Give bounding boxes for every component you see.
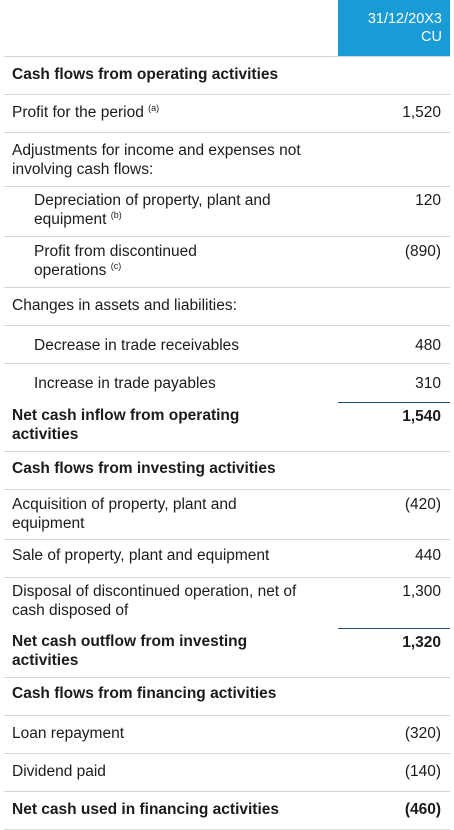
row-label: Profit for the period [12,104,144,121]
table-row: Sale of property, plant and equipment 44… [4,540,450,578]
period-column-header: 31/12/20X3 CU [338,0,450,56]
row-label: Profit from discontinued operations [34,243,197,279]
table-row: Increase in trade payables 310 [4,364,450,402]
subtotal-investing: Net cash outflow from investing activiti… [4,628,450,678]
row-value: 310 [415,375,441,392]
table-row: Profit for the period (a) 1,520 [4,95,450,133]
section-heading-investing: Cash flows from investing activities [4,452,450,490]
row-label: Disposal of discontinued operation, net … [12,583,297,619]
section-heading-operating: Cash flows from operating activities [4,57,450,95]
row-value: (420) [404,496,441,513]
row-label: Changes in assets and liabilities: [12,297,237,314]
row-label: Cash flows from operating activities [12,66,279,83]
subheading-changes: Changes in assets and liabilities: [4,288,450,326]
subheading-adjustments: Adjustments for income and expenses not … [4,133,450,187]
row-value: (320) [404,725,441,742]
row-label: Cash flows from investing activities [12,460,276,477]
row-value: 1,540 [338,402,450,451]
row-value: 1,300 [402,583,441,600]
table-header: 31/12/20X3 CU [4,0,450,57]
row-label: Loan repayment [12,725,125,742]
row-label: Cash flows from financing activities [12,685,277,702]
table-row: Profit from discontinued operations (c) … [4,237,450,288]
table-row: Disposal of discontinued operation, net … [4,578,450,628]
row-value [338,684,450,715]
row-label: Increase in trade payables [34,375,216,392]
section-heading-financing: Cash flows from financing activities [4,678,450,716]
row-label: Depreciation of property, plant and equi… [34,192,271,228]
row-label: Dividend paid [12,763,106,780]
row-value: 1,520 [402,104,441,121]
footnote-ref: (c) [110,261,122,271]
row-value: (460) [404,801,441,818]
period-label: 31/12/20X3 [367,11,442,27]
row-label: Decrease in trade receivables [34,337,240,354]
row-label: Adjustments for income and expenses not … [12,142,301,178]
row-value [338,65,450,94]
header-spacer [4,0,338,56]
table-row: Acquisition of property, plant and equip… [4,490,450,540]
row-value: (140) [404,763,441,780]
row-label: Net cash outflow from investing activiti… [12,633,248,669]
row-value: (890) [404,243,441,260]
table-row: Depreciation of property, plant and equi… [4,187,450,237]
table-row: Dividend paid (140) [4,754,450,792]
row-value: 1,320 [338,628,450,677]
subtotal-operating: Net cash inflow from operating activitie… [4,402,450,452]
subtotal-financing: Net cash used in financing activities (4… [4,792,450,830]
row-label: Net cash used in financing activities [12,801,280,818]
table-row: Decrease in trade receivables 480 [4,326,450,364]
row-value: 480 [415,337,441,354]
row-value: 440 [415,547,441,564]
footnote-ref: (a) [148,103,160,113]
row-label: Acquisition of property, plant and equip… [12,496,237,532]
row-value [338,459,450,489]
cash-flow-statement-table: 31/12/20X3 CU Cash flows from operating … [4,0,450,830]
row-value: 120 [415,192,441,209]
footnote-ref: (b) [110,210,122,220]
table-row: Loan repayment (320) [4,716,450,754]
unit-label: CU [421,29,442,45]
row-label: Net cash inflow from operating activitie… [12,407,240,443]
row-label: Sale of property, plant and equipment [12,547,270,564]
